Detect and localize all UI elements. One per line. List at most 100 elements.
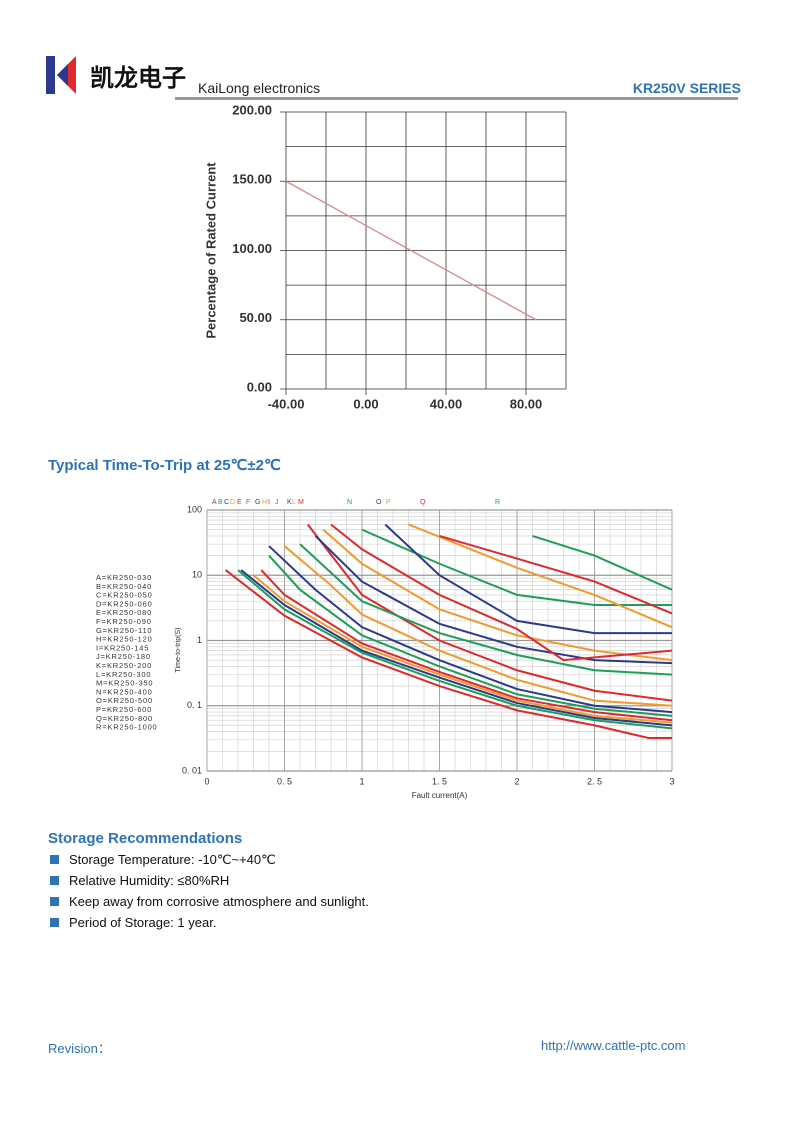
x-tick-label: 2 bbox=[514, 776, 519, 786]
bullet bbox=[50, 918, 59, 927]
curve-letter: D bbox=[230, 499, 235, 506]
section-title: Typical Time-To-Trip at 25℃±2℃ bbox=[48, 457, 281, 474]
curve-letter: L bbox=[292, 499, 296, 506]
x-tick-label: 80.00 bbox=[510, 396, 543, 411]
curve-letter: K bbox=[287, 499, 292, 506]
line bbox=[237, 569, 673, 730]
line bbox=[408, 523, 673, 629]
legend-entry: J=KR250-180 bbox=[96, 652, 151, 661]
curve-letter: O bbox=[376, 499, 382, 506]
x-tick-label: 40.00 bbox=[430, 396, 463, 411]
x-axis-label: Fault current(A) bbox=[412, 791, 468, 800]
y-tick-label: 150.00 bbox=[232, 172, 272, 187]
line bbox=[240, 569, 673, 727]
y-tick-label: 100.00 bbox=[232, 241, 272, 256]
x-tick-label: 0 bbox=[204, 776, 209, 786]
y-tick-label: 0. 01 bbox=[182, 765, 202, 775]
curve-letter: F bbox=[246, 499, 250, 506]
legend-entry: A=KR250-030 bbox=[96, 573, 152, 582]
curve-letter: J bbox=[275, 499, 279, 506]
bullet bbox=[50, 897, 59, 906]
trip-chart: 0. 01 0. 1 1 10 100 0 0. 5 1 1. 5 2 2. 5 3 Fault cur… bbox=[96, 499, 675, 800]
header-rule bbox=[175, 97, 738, 100]
legend-entry: E=KR250-080 bbox=[96, 608, 152, 617]
line bbox=[306, 523, 673, 702]
curve-letter: N bbox=[347, 499, 352, 506]
url: http://www.cattle-ptc.com bbox=[541, 1038, 686, 1053]
storage-item: Storage Temperature: -10℃~+40℃ bbox=[50, 852, 276, 868]
legend-entry: D=KR250-060 bbox=[96, 599, 153, 608]
x-tick-label: 0. 5 bbox=[277, 776, 292, 786]
legend-entry: Q=KR250-800 bbox=[96, 714, 153, 723]
curve-letter: M bbox=[298, 499, 304, 506]
section-title: Storage Recommendations bbox=[48, 830, 243, 847]
legend-entry: K=KR250-200 bbox=[96, 661, 152, 670]
x-tick-label: 1. 5 bbox=[432, 776, 447, 786]
line bbox=[285, 180, 537, 321]
legend-entry: N=KR250-400 bbox=[96, 687, 153, 696]
line bbox=[283, 545, 673, 707]
brand-en: KaiLong electronics bbox=[198, 80, 321, 96]
x-tick-label: 3 bbox=[669, 776, 674, 786]
line bbox=[260, 569, 673, 722]
y-axis-label: Time-to-trip(S) bbox=[175, 628, 182, 673]
line bbox=[330, 523, 673, 662]
line bbox=[252, 574, 673, 724]
curve-letter: E bbox=[237, 499, 242, 506]
logo bbox=[46, 56, 76, 94]
line bbox=[224, 569, 672, 740]
brand-cn: 凯龙电子 bbox=[90, 63, 186, 92]
legend-entry: G=KR250-110 bbox=[96, 626, 152, 635]
line bbox=[322, 528, 673, 662]
line bbox=[532, 535, 673, 591]
legend-entry: B=KR250-040 bbox=[96, 582, 152, 591]
line bbox=[299, 543, 673, 676]
x-tick-label: -40.00 bbox=[268, 396, 305, 411]
y-tick-label: 50.00 bbox=[239, 310, 272, 325]
x-tick-label: 0.00 bbox=[353, 396, 378, 411]
storage-item: Relative Humidity: ≤80%RH bbox=[50, 873, 229, 888]
curve-letter: C bbox=[224, 499, 229, 506]
legend-entry: H=KR250-120 bbox=[96, 635, 153, 644]
line bbox=[268, 545, 673, 714]
x-tick-label: 1 bbox=[359, 776, 364, 786]
line bbox=[439, 535, 673, 615]
line bbox=[314, 535, 673, 665]
item-text: Period of Storage: 1 year. bbox=[69, 915, 217, 930]
x-tick-label: 2. 5 bbox=[587, 776, 602, 786]
curve-letter: H bbox=[262, 499, 267, 506]
curve-letter: R bbox=[495, 499, 500, 506]
item-text: Relative Humidity: ≤80%RH bbox=[69, 873, 230, 888]
curve-letter: A bbox=[212, 499, 217, 506]
legend-entry: R=KR250-1000 bbox=[96, 723, 158, 732]
item-text: Storage Temperature: -10℃~+40℃ bbox=[69, 852, 276, 867]
legend-entry: F=KR250-090 bbox=[96, 617, 152, 626]
y-tick-label: 10 bbox=[192, 570, 202, 580]
revision: Revision： bbox=[48, 1041, 111, 1056]
curve-letter: G bbox=[255, 499, 260, 506]
line bbox=[384, 523, 672, 635]
item-text: Keep away from corrosive atmosphere and … bbox=[69, 894, 369, 909]
y-tick-label: 1 bbox=[197, 635, 202, 645]
line bbox=[268, 554, 673, 717]
legend-entry: P=KR250-600 bbox=[96, 705, 152, 714]
legend-entry: L=KR250-300 bbox=[96, 670, 151, 679]
y-tick-label: 0.00 bbox=[247, 379, 272, 394]
y-tick-label: 100 bbox=[187, 504, 202, 514]
curve-letter: B bbox=[218, 499, 223, 506]
legend-entry: M=KR250-350 bbox=[96, 679, 153, 688]
legend-entry: O=KR250-500 bbox=[96, 696, 153, 705]
y-tick-label: 0. 1 bbox=[187, 700, 202, 710]
derating-chart: -40.00 0.00 40.00 80.00 0.00 50.00 100.00 150.0… bbox=[203, 102, 567, 411]
y-axis-label: Percentage of Rated Current bbox=[203, 162, 218, 339]
series-name: KR250V SERIES bbox=[632, 80, 741, 96]
bullet bbox=[50, 855, 59, 864]
legend-entry: C=KR250-050 bbox=[96, 591, 153, 600]
legend-entry: I=KR250-145 bbox=[96, 643, 149, 652]
curve-letter: P bbox=[386, 499, 391, 506]
bullet bbox=[50, 876, 59, 885]
storage-item: Keep away from corrosive atmosphere and … bbox=[50, 894, 369, 909]
curve-letter: I bbox=[268, 499, 270, 506]
storage-item: Period of Storage: 1 year. bbox=[50, 915, 216, 930]
